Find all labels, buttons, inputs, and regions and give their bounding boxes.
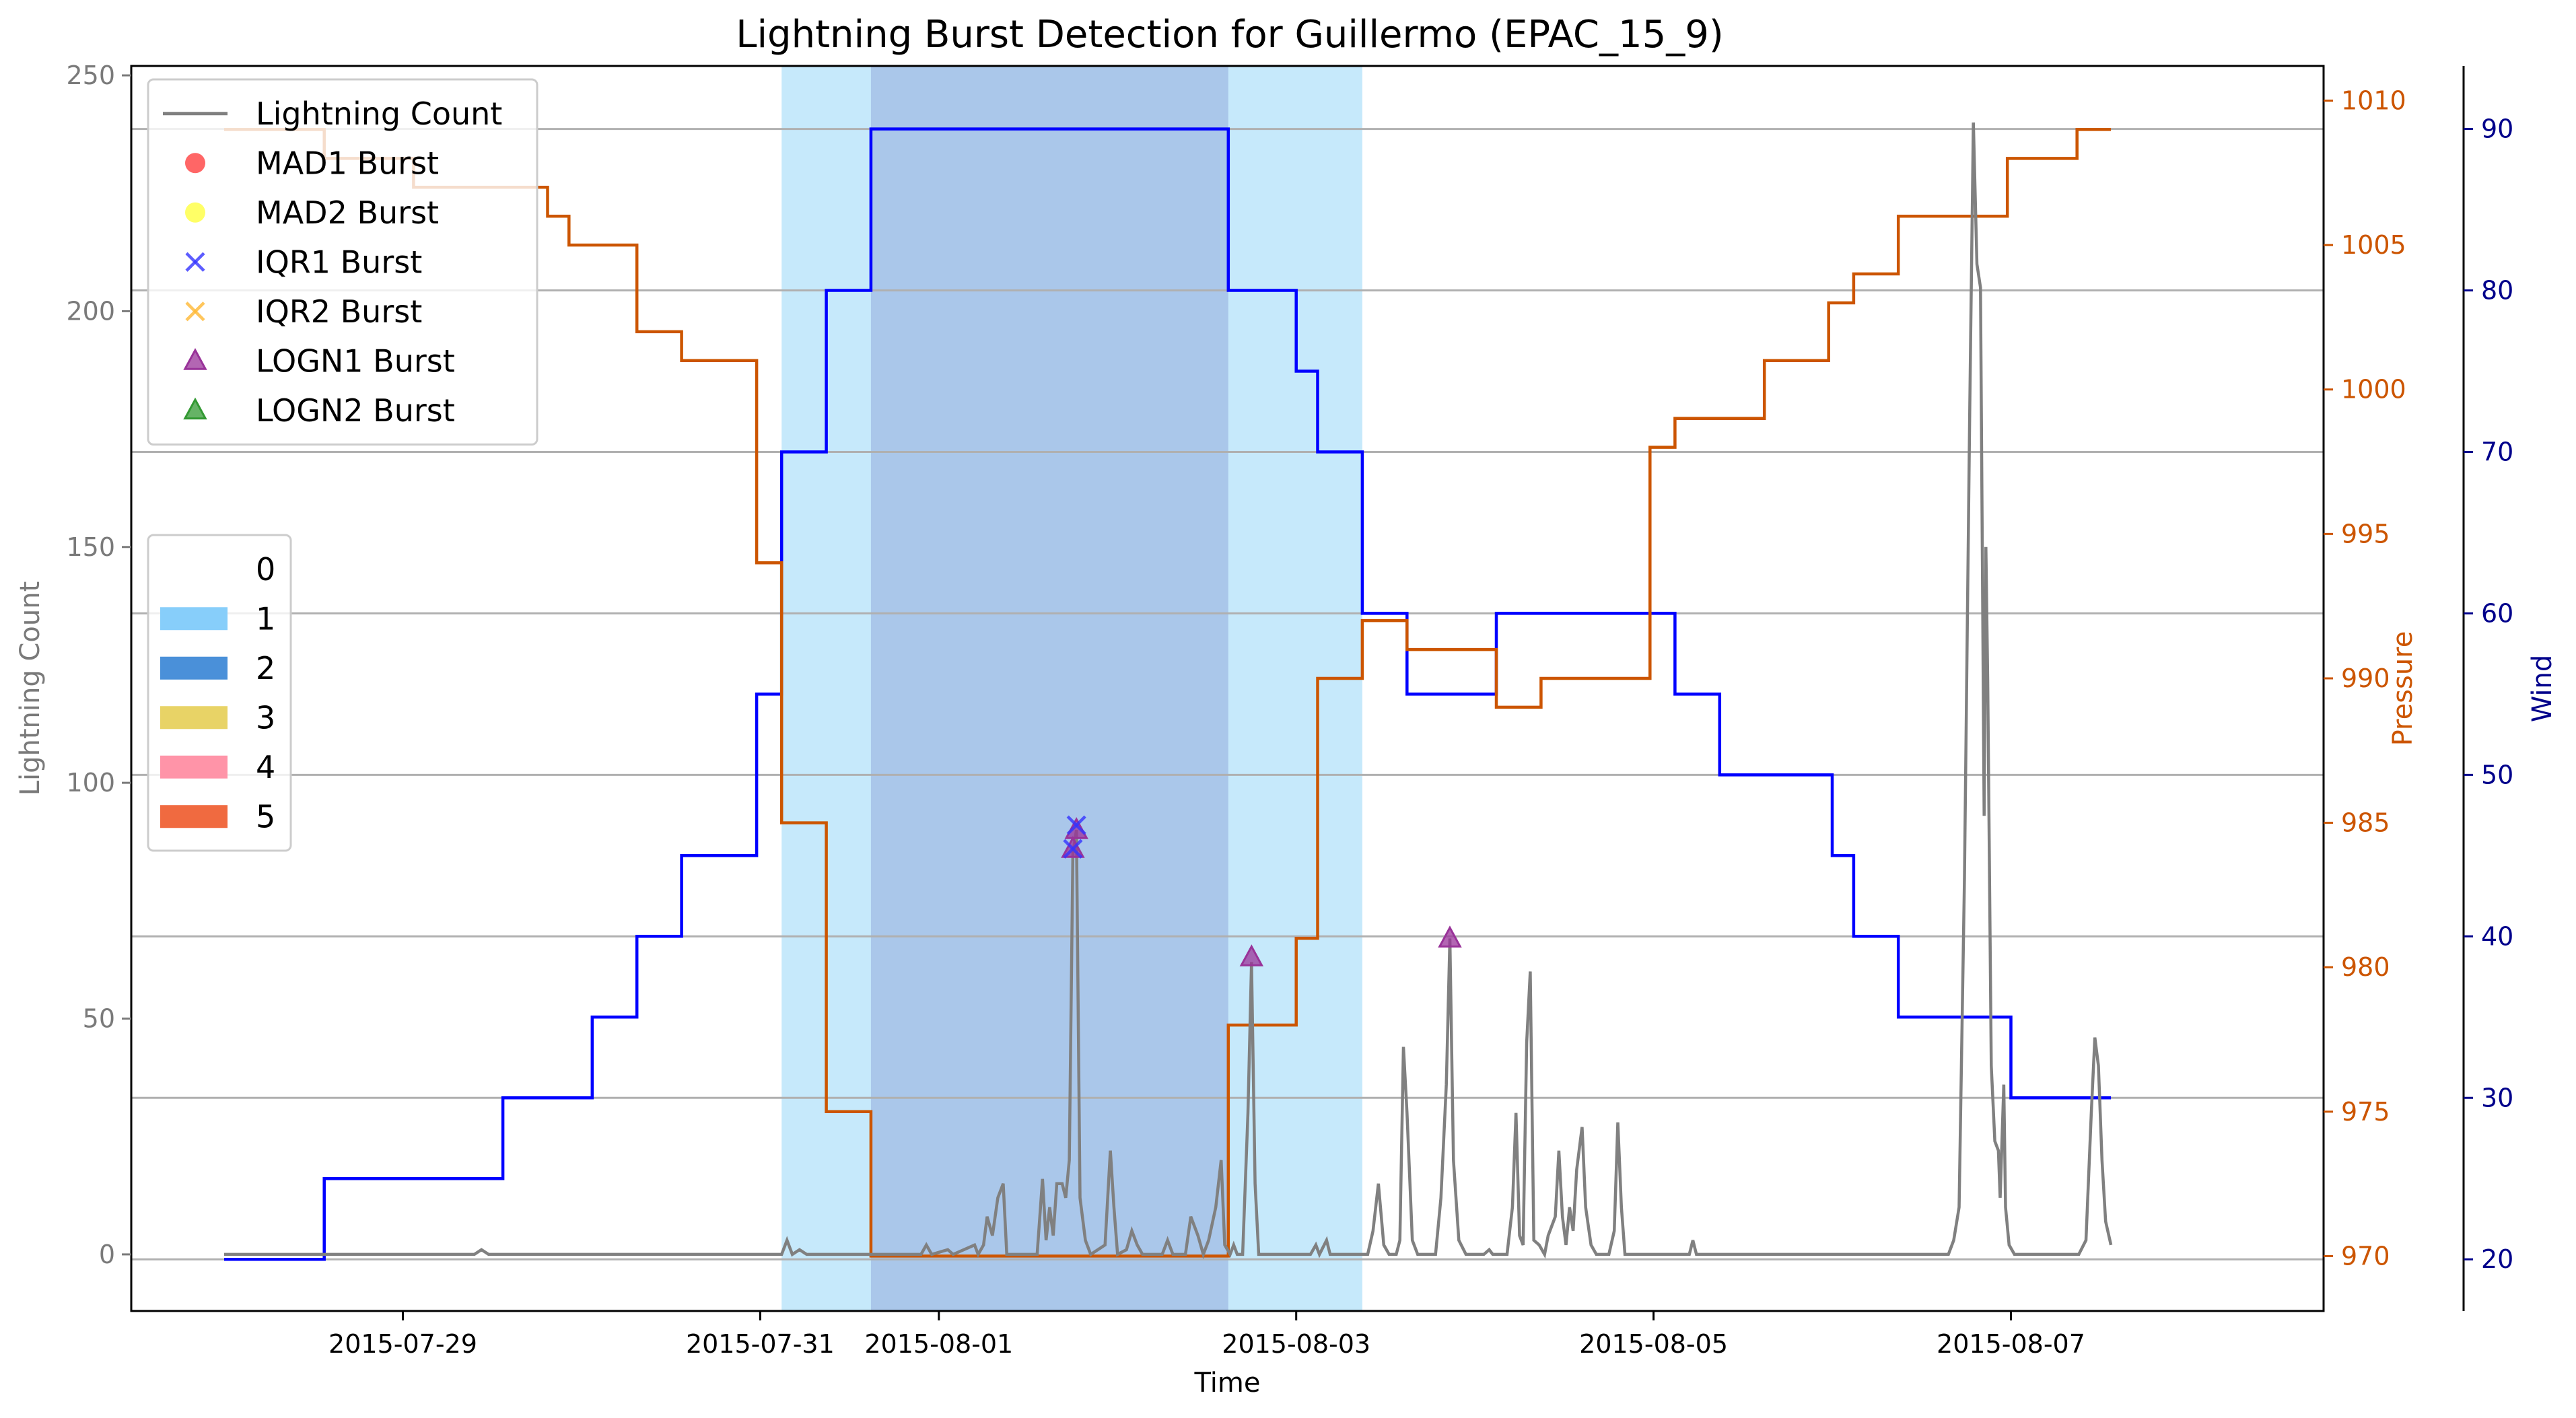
legend-color-swatch bbox=[160, 755, 228, 779]
x-axis-label: Time bbox=[1194, 1368, 1261, 1398]
legend-label: Lightning Count bbox=[256, 96, 502, 132]
pressure-y-tick-label: 1000 bbox=[2341, 375, 2406, 404]
legend-entry-category-1: 1 bbox=[160, 600, 275, 637]
legend-label: 4 bbox=[256, 749, 275, 785]
pressure-y-tick-label: 1005 bbox=[2341, 230, 2406, 260]
logn1-burst-marker bbox=[1438, 925, 1462, 948]
legend-label: 3 bbox=[256, 699, 275, 736]
legend-circle-swatch bbox=[185, 202, 205, 223]
legend-triangle-swatch bbox=[183, 348, 207, 370]
lightning-count-line bbox=[224, 122, 2113, 1260]
legend-entry-category-4: 4 bbox=[160, 749, 275, 785]
lightning-y-tick-label: 250 bbox=[66, 61, 115, 90]
legend-label: 0 bbox=[256, 551, 275, 588]
legend-entry-category-5: 5 bbox=[160, 798, 275, 835]
legend-circle-swatch bbox=[185, 153, 205, 174]
legend-color-swatch bbox=[160, 607, 228, 631]
wind-y-tick-label: 40 bbox=[2481, 921, 2513, 951]
legend-label: 1 bbox=[256, 600, 275, 637]
pressure-axis-label: Pressure bbox=[2388, 631, 2418, 746]
chart-title: Lightning Burst Detection for Guillermo … bbox=[736, 13, 1723, 57]
category-2-span bbox=[870, 66, 1228, 1311]
pressure-y-tick-label: 970 bbox=[2341, 1241, 2390, 1271]
category-legend: 0 1 2 3 4 5 bbox=[147, 534, 292, 852]
legend-entry-iqr1-burst: IQR1 Burst bbox=[185, 244, 422, 280]
legend-entry-mad1-burst: MAD1 Burst bbox=[185, 145, 439, 181]
x-tick-label: 2015-07-31 bbox=[686, 1329, 835, 1359]
legend-entry-iqr2-burst: IQR2 Burst bbox=[185, 293, 422, 330]
wind-y-tick-label: 60 bbox=[2481, 598, 2513, 628]
legend-label: LOGN2 Burst bbox=[256, 392, 455, 429]
x-tick-label: 2015-08-07 bbox=[1937, 1329, 2085, 1359]
legend-label: MAD1 Burst bbox=[256, 145, 439, 181]
logn1-burst-marker bbox=[1239, 944, 1264, 966]
legend-entry-category-3: 3 bbox=[160, 699, 275, 736]
iqr1-burst-marker bbox=[1066, 815, 1086, 835]
plot-frame bbox=[130, 65, 2325, 1312]
x-tick-label: 2015-08-03 bbox=[1222, 1329, 1370, 1359]
pressure-y-tick-label: 995 bbox=[2341, 519, 2390, 548]
lightning-y-tick-label: 0 bbox=[99, 1240, 115, 1269]
legend-x-swatch-stroke bbox=[185, 252, 205, 272]
pressure-y-tick-label: 990 bbox=[2341, 664, 2390, 693]
legend-color-swatch bbox=[160, 656, 228, 680]
legend-color-swatch bbox=[160, 557, 228, 581]
pressure-y-tick-label: 1010 bbox=[2341, 86, 2406, 116]
pressure-line bbox=[224, 128, 2112, 1258]
lightning-y-tick-label: 200 bbox=[66, 296, 115, 326]
legend-color-swatch bbox=[160, 706, 228, 730]
burst-legend-frame bbox=[147, 78, 538, 446]
legend-color-swatch bbox=[160, 805, 228, 828]
wind-y-tick-label: 90 bbox=[2481, 114, 2513, 144]
legend-triangle-swatch bbox=[183, 397, 207, 420]
wind-y-tick-label: 50 bbox=[2481, 760, 2513, 789]
wind-line bbox=[224, 127, 2112, 1261]
legend-label: MAD2 Burst bbox=[256, 194, 439, 231]
legend-label: LOGN1 Burst bbox=[256, 343, 455, 379]
lightning-axis-label: Lightning Count bbox=[15, 581, 46, 796]
legend-label: 5 bbox=[256, 798, 275, 835]
legend-entry-lightning-count: Lightning Count bbox=[163, 96, 502, 132]
iqr1-burst-marker bbox=[1063, 839, 1083, 859]
legend-label: 2 bbox=[256, 650, 275, 686]
legend-x-swatch bbox=[185, 252, 205, 272]
pressure-y-tick-label: 980 bbox=[2341, 952, 2390, 982]
wind-y-tick-label: 70 bbox=[2481, 437, 2513, 466]
wind-y-tick-label: 80 bbox=[2481, 276, 2513, 306]
lightning-y-tick-label: 100 bbox=[66, 768, 115, 797]
iqr1-burst-marker-stroke bbox=[1063, 839, 1083, 859]
pressure-y-tick-label: 985 bbox=[2341, 808, 2390, 838]
lightning-y-tick-label: 150 bbox=[66, 532, 115, 562]
legend-entry-category-0: 0 bbox=[160, 551, 275, 588]
x-tick-label: 2015-08-01 bbox=[864, 1329, 1013, 1359]
iqr1-burst-marker-stroke bbox=[1066, 815, 1086, 835]
pressure-y-tick-label: 975 bbox=[2341, 1097, 2390, 1127]
lightning-y-tick-label: 50 bbox=[83, 1004, 115, 1034]
legend-entry-logn1-burst: LOGN1 Burst bbox=[183, 343, 455, 379]
legend-label: IQR2 Burst bbox=[256, 293, 422, 330]
wind-y-tick-label: 30 bbox=[2481, 1083, 2513, 1112]
legend-x-swatch bbox=[185, 302, 205, 322]
wind-y-tick-label: 20 bbox=[2481, 1244, 2513, 1274]
legend-label: IQR1 Burst bbox=[256, 244, 422, 280]
wind-axis-label: Wind bbox=[2527, 655, 2558, 723]
legend-entry-logn2-burst: LOGN2 Burst bbox=[183, 392, 455, 429]
x-tick-label: 2015-07-29 bbox=[328, 1329, 477, 1359]
legend-entry-category-2: 2 bbox=[160, 650, 275, 686]
legend-x-swatch-stroke bbox=[185, 302, 205, 322]
x-tick-label: 2015-08-05 bbox=[1579, 1329, 1728, 1359]
burst-legend: Lightning Count MAD1 Burst MAD2 Burst IQR1 … bbox=[147, 78, 538, 446]
legend-entry-mad2-burst: MAD2 Burst bbox=[185, 194, 439, 231]
